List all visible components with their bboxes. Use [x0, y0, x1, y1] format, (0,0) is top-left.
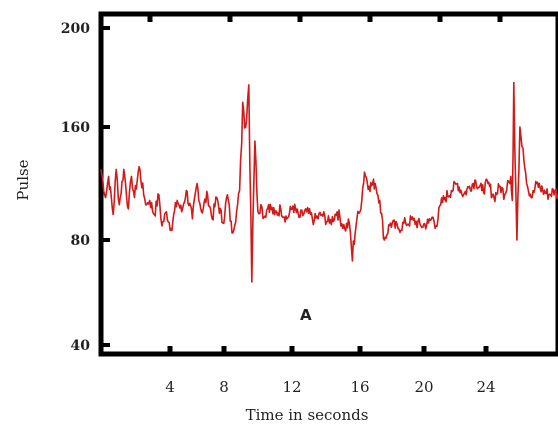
x-tick-label: 20 — [414, 378, 433, 396]
y-tick-label: 40 — [71, 338, 91, 354]
y-tick-label: 160 — [61, 120, 90, 136]
pulse-series-line — [100, 81, 558, 283]
x-tick-label: 24 — [476, 378, 495, 396]
ticks-layer: 4 8 12 16 20 24 40 80 160 200 — [61, 14, 503, 396]
y-tick-label: 200 — [61, 21, 90, 37]
x-tick-label: 4 — [165, 378, 175, 396]
y-tick-label: 80 — [71, 233, 91, 249]
x-tick-label: 8 — [219, 378, 229, 396]
x-tick-label: 16 — [350, 378, 369, 396]
x-axis-label: Time in seconds — [246, 406, 369, 424]
annotation-a: A — [300, 306, 312, 324]
x-tick-label: 12 — [282, 378, 301, 396]
y-axis-label: Pulse — [14, 159, 32, 200]
